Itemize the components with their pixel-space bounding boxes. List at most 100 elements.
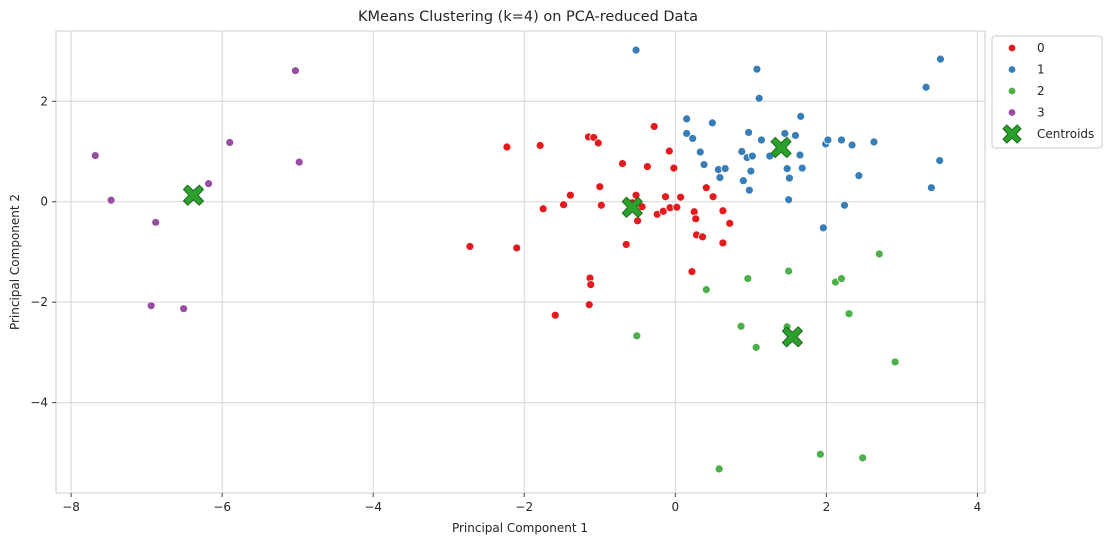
- data-point-cluster-0: [661, 192, 670, 202]
- data-point-cluster-2: [815, 449, 825, 459]
- data-point-cluster-2: [743, 274, 753, 283]
- y-axis-label: Principal Component 2: [8, 194, 22, 330]
- data-point-cluster-0: [642, 162, 652, 171]
- data-point-cluster-0: [649, 122, 659, 131]
- data-points: [90, 45, 945, 474]
- y-tick-label: 0: [40, 195, 48, 209]
- legend-marker-0: [1007, 43, 1017, 53]
- data-point-cluster-2: [701, 285, 711, 295]
- data-point-cluster-0: [535, 141, 545, 150]
- data-point-cluster-1: [869, 137, 879, 147]
- data-point-cluster-2: [784, 266, 794, 276]
- data-point-cluster-0: [718, 206, 728, 216]
- data-point-cluster-1: [695, 147, 705, 157]
- data-point-cluster-3: [90, 151, 100, 160]
- data-point-cluster-1: [797, 163, 807, 173]
- data-point-cluster-0: [708, 192, 718, 202]
- y-tick-label: −2: [30, 295, 48, 309]
- y-axis-ticks: −4 −2 0 2: [30, 94, 56, 410]
- data-point-cluster-0: [718, 238, 728, 248]
- legend-label-3: 3: [1037, 106, 1045, 120]
- x-tick-label: −4: [364, 500, 382, 514]
- data-point-cluster-1: [782, 164, 792, 173]
- data-point-cluster-0: [669, 163, 679, 173]
- y-tick-label: −4: [30, 396, 48, 410]
- data-point-cluster-1: [688, 134, 698, 143]
- data-point-cluster-0: [637, 202, 647, 212]
- x-tick-label: 4: [974, 500, 982, 514]
- data-point-cluster-1: [720, 164, 730, 173]
- data-point-cluster-3: [294, 157, 304, 167]
- data-point-cluster-1: [699, 160, 709, 169]
- legend-label-0: 0: [1037, 41, 1045, 55]
- data-point-cluster-1: [715, 173, 725, 183]
- legend-marker-centroids: [1002, 124, 1022, 144]
- x-axis-label: Principal Component 1: [452, 521, 588, 535]
- data-point-cluster-0: [565, 190, 575, 200]
- data-point-cluster-1: [757, 135, 766, 145]
- data-point-cluster-2: [890, 357, 900, 367]
- data-point-cluster-0: [559, 200, 568, 210]
- data-point-cluster-0: [701, 183, 711, 193]
- data-point-cluster-1: [682, 129, 692, 138]
- x-tick-label: −8: [62, 500, 80, 514]
- data-point-cluster-1: [784, 173, 794, 183]
- data-point-cluster-0: [586, 280, 596, 289]
- data-point-cluster-0: [595, 182, 605, 192]
- data-point-cluster-1: [631, 45, 641, 55]
- data-point-cluster-0: [676, 192, 686, 202]
- chart-title: KMeans Clustering (k=4) on PCA-reduced D…: [358, 9, 698, 25]
- data-point-cluster-3: [146, 301, 156, 311]
- data-point-cluster-0: [698, 232, 707, 242]
- x-tick-label: 0: [672, 500, 680, 514]
- data-point-cluster-2: [751, 342, 761, 352]
- data-point-cluster-2: [714, 464, 724, 474]
- data-point-cluster-0: [584, 300, 594, 310]
- data-point-cluster-0: [621, 240, 631, 249]
- data-point-cluster-1: [837, 135, 846, 145]
- centroid-marker: [770, 136, 792, 159]
- data-point-cluster-1: [936, 54, 945, 64]
- centroid-marker: [621, 196, 643, 218]
- data-point-cluster-2: [632, 331, 642, 341]
- data-point-cluster-0: [593, 138, 603, 148]
- legend: 0 1 2 3 Centroids: [991, 35, 1103, 149]
- centroid-markers: [182, 136, 804, 348]
- plot-area-frame: [55, 30, 986, 494]
- x-axis-ticks: −8 −6 −4 −2 0 2 4: [62, 493, 981, 514]
- data-point-cluster-2: [844, 309, 854, 319]
- data-point-cluster-1: [746, 166, 756, 176]
- data-point-cluster-0: [691, 214, 701, 224]
- data-point-cluster-0: [689, 207, 699, 217]
- data-point-cluster-2: [837, 274, 846, 283]
- data-point-cluster-1: [796, 111, 806, 121]
- data-point-cluster-3: [106, 195, 116, 205]
- data-point-cluster-1: [752, 64, 762, 74]
- data-point-cluster-2: [874, 249, 884, 259]
- data-point-cluster-1: [818, 223, 828, 233]
- data-point-cluster-1: [795, 150, 805, 160]
- legend-marker-3: [1007, 108, 1017, 117]
- data-point-cluster-1: [754, 93, 764, 103]
- data-point-cluster-1: [780, 129, 790, 138]
- data-point-cluster-1: [921, 82, 931, 92]
- data-point-cluster-1: [747, 151, 757, 161]
- data-point-cluster-3: [204, 179, 213, 189]
- data-point-cluster-1: [840, 200, 849, 210]
- data-point-cluster-0: [538, 204, 548, 214]
- x-tick-label: −2: [515, 500, 533, 514]
- data-point-cluster-1: [682, 114, 692, 124]
- legend-label-1: 1: [1037, 63, 1045, 77]
- data-point-cluster-2: [858, 453, 868, 463]
- data-point-cluster-3: [225, 138, 235, 147]
- data-point-cluster-0: [596, 200, 606, 210]
- y-tick-label: 2: [40, 94, 48, 108]
- data-point-cluster-1: [935, 156, 945, 165]
- data-point-cluster-0: [512, 243, 522, 253]
- centroid-marker: [781, 326, 804, 348]
- x-tick-label: 2: [823, 500, 831, 514]
- data-point-cluster-0: [465, 242, 475, 251]
- data-point-cluster-1: [737, 147, 747, 156]
- data-point-cluster-3: [151, 217, 161, 227]
